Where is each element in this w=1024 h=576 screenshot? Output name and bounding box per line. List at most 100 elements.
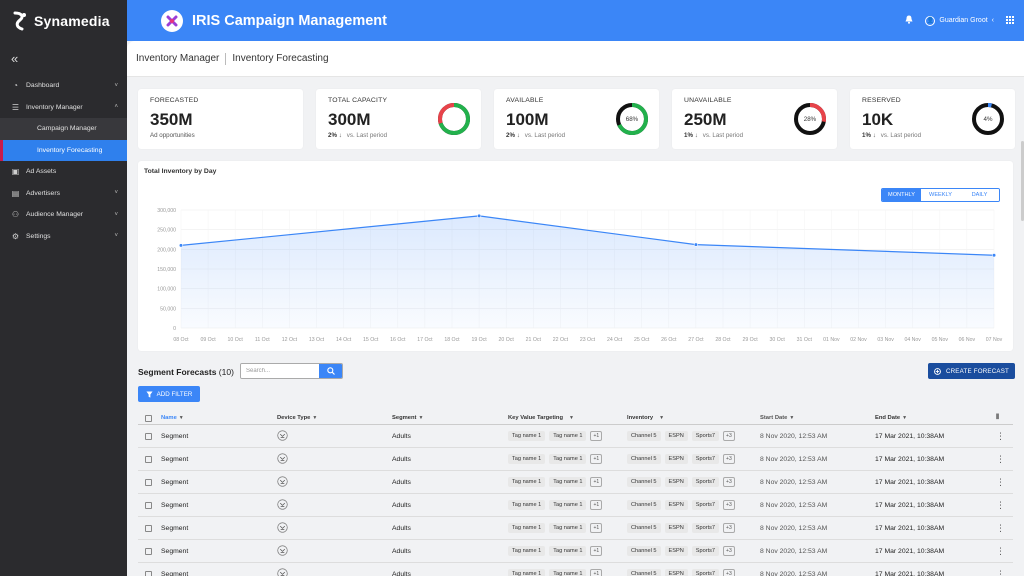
- period-daily[interactable]: DAILY: [960, 189, 999, 201]
- row-checkbox[interactable]: [145, 478, 152, 486]
- kv-tag: Tag name 1: [549, 569, 587, 576]
- more-options-icon[interactable]: ⋮: [996, 568, 1005, 576]
- kv-more-badge[interactable]: +1: [590, 500, 603, 510]
- column-header[interactable]: Device Type ▼: [277, 415, 318, 421]
- dashboard-icon: ◔: [13, 81, 18, 91]
- kv-tag: Tag name 1: [549, 431, 587, 441]
- table-row[interactable]: Segment Adults Tag name 1 Tag name 1 +1 Ch…: [138, 540, 1013, 563]
- apps-grid-icon[interactable]: [1006, 15, 1014, 26]
- column-header[interactable]: Segment ▼: [392, 415, 424, 421]
- segment-name[interactable]: Segment: [161, 501, 189, 509]
- period-monthly[interactable]: MONTHLY: [882, 189, 921, 201]
- more-options-icon[interactable]: ⋮: [996, 476, 1005, 487]
- segment-name[interactable]: Segment: [161, 432, 189, 440]
- end-date: 17 Mar 2021, 10:38AM: [875, 478, 945, 486]
- sidebar-item-dashboard[interactable]: ◔ Dashboard ˅: [0, 75, 127, 97]
- column-header[interactable]: Inventory ▼: [627, 415, 665, 421]
- inventory-tags: Channel 5 ESPN Sports7 +3: [627, 477, 735, 487]
- more-options-icon[interactable]: ⋮: [996, 499, 1005, 510]
- create-forecast-button[interactable]: CREATE FORECAST: [928, 363, 1015, 379]
- segment-name[interactable]: Segment: [161, 547, 189, 555]
- inventory-more-badge[interactable]: +3: [723, 431, 735, 441]
- x-tick-label: 26 Oct: [661, 337, 677, 343]
- kv-more-badge[interactable]: +1: [590, 523, 603, 533]
- kpi-value: 10K: [862, 110, 894, 129]
- table-row[interactable]: Segment Adults Tag name 1 Tag name 1 +1 Ch…: [138, 494, 1013, 517]
- kv-more-badge[interactable]: +1: [590, 431, 603, 441]
- brand-logo[interactable]: Synamedia: [0, 0, 127, 41]
- table-row[interactable]: Segment Adults Tag name 1 Tag name 1 +1 Ch…: [138, 425, 1013, 448]
- segment-name[interactable]: Segment: [161, 478, 189, 486]
- plus-circle-icon: [934, 367, 941, 375]
- sidebar-item-inventory-forecasting[interactable]: Inventory Forecasting: [0, 139, 127, 161]
- inventory-more-badge[interactable]: +3: [723, 477, 735, 487]
- breadcrumb-parent[interactable]: Inventory Manager: [136, 53, 220, 64]
- end-date: 17 Mar 2021, 10:38AM: [875, 570, 945, 576]
- inventory-more-badge[interactable]: +3: [723, 546, 735, 556]
- period-weekly[interactable]: WEEKLY: [921, 189, 960, 201]
- kpi-cards: FORECASTED 350M Ad opportunities TOTAL CAP…: [138, 89, 1015, 149]
- sidebar-item-ad-assets[interactable]: ▣ Ad Assets: [0, 161, 127, 183]
- more-options-icon[interactable]: ⋮: [996, 453, 1005, 464]
- scrollbar[interactable]: [1021, 141, 1024, 221]
- column-settings-icon[interactable]: ⦀: [996, 414, 1000, 421]
- kpi-title: TOTAL CAPACITY: [328, 97, 388, 104]
- table-row[interactable]: Segment Adults Tag name 1 Tag name 1 +1 Ch…: [138, 563, 1013, 576]
- inventory-more-badge[interactable]: +3: [723, 569, 735, 576]
- kv-more-badge[interactable]: +1: [590, 546, 603, 556]
- iris-app-icon[interactable]: [161, 9, 183, 32]
- device-type: [277, 521, 288, 535]
- sidebar-item-campaign-manager[interactable]: Campaign Manager: [0, 118, 127, 140]
- add-filter-button[interactable]: ADD FILTER: [138, 386, 200, 402]
- kv-more-badge[interactable]: +1: [590, 569, 603, 576]
- kpi-card-reserved: RESERVED 10K 1% ↓ vs. Last period 4%: [850, 89, 1015, 149]
- inventory-more-badge[interactable]: +3: [723, 454, 735, 464]
- segment-name[interactable]: Segment: [161, 455, 189, 463]
- table-row[interactable]: Segment Adults Tag name 1 Tag name 1 +1 Ch…: [138, 517, 1013, 540]
- inventory-more-badge[interactable]: +3: [723, 500, 735, 510]
- row-checkbox[interactable]: [145, 455, 152, 463]
- row-checkbox[interactable]: [145, 432, 152, 440]
- kv-tag: Tag name 1: [549, 546, 587, 556]
- x-tick-label: 19 Oct: [471, 337, 487, 343]
- inventory-tag: ESPN: [664, 477, 688, 487]
- kv-more-badge[interactable]: +1: [590, 477, 603, 487]
- y-tick-label: 100,000: [157, 287, 176, 293]
- sidebar-item-settings[interactable]: ⚙ Settings ˅: [0, 226, 127, 248]
- select-all-checkbox[interactable]: [145, 414, 152, 422]
- row-checkbox[interactable]: [145, 547, 152, 555]
- row-checkbox[interactable]: [145, 501, 152, 509]
- column-header[interactable]: Key Value Targeting ▼: [508, 415, 574, 421]
- user-menu[interactable]: 👤 Guardian Groot ‹: [925, 15, 994, 26]
- kv-more-badge[interactable]: +1: [590, 454, 603, 464]
- sidebar-item-label: Campaign Manager: [37, 125, 97, 133]
- kpi-subtitle: Ad opportunities: [150, 132, 195, 139]
- segment-name[interactable]: Segment: [161, 570, 189, 576]
- row-checkbox[interactable]: [145, 570, 152, 576]
- more-options-icon[interactable]: ⋮: [996, 430, 1005, 441]
- x-tick-label: 23 Oct: [580, 337, 596, 343]
- column-header[interactable]: Name ▼: [161, 415, 184, 421]
- column-header[interactable]: End Date ▼: [875, 415, 908, 421]
- device-type: [277, 498, 288, 512]
- inventory-tag: Channel 5: [627, 569, 661, 576]
- segment-name[interactable]: Segment: [161, 524, 189, 532]
- inventory-more-badge[interactable]: +3: [723, 523, 735, 533]
- search-input[interactable]: [241, 364, 319, 378]
- more-options-icon[interactable]: ⋮: [996, 522, 1005, 533]
- notification-bell-icon[interactable]: [905, 15, 913, 26]
- sidebar-item-inventory-manager[interactable]: ☰ Inventory Manager ˄: [0, 97, 127, 119]
- search-button[interactable]: [319, 364, 342, 378]
- collapse-sidebar-button[interactable]: «: [0, 41, 127, 75]
- table-row[interactable]: Segment Adults Tag name 1 Tag name 1 +1 Ch…: [138, 471, 1013, 494]
- sidebar-item-advertisers[interactable]: ▤ Advertisers ˅: [0, 183, 127, 205]
- device-multi-icon: [277, 544, 288, 556]
- sort-caret-icon: ▼: [418, 415, 424, 421]
- sidebar-item-audience-manager[interactable]: ⚇ Audience Manager ˅: [0, 204, 127, 226]
- column-header[interactable]: Start Date ▼: [760, 415, 795, 421]
- kpi-change: 1% ↓ vs. Last period: [862, 132, 922, 139]
- y-tick-label: 300,000: [157, 208, 176, 214]
- row-checkbox[interactable]: [145, 524, 152, 532]
- more-options-icon[interactable]: ⋮: [996, 545, 1005, 556]
- table-row[interactable]: Segment Adults Tag name 1 Tag name 1 +1 Ch…: [138, 448, 1013, 471]
